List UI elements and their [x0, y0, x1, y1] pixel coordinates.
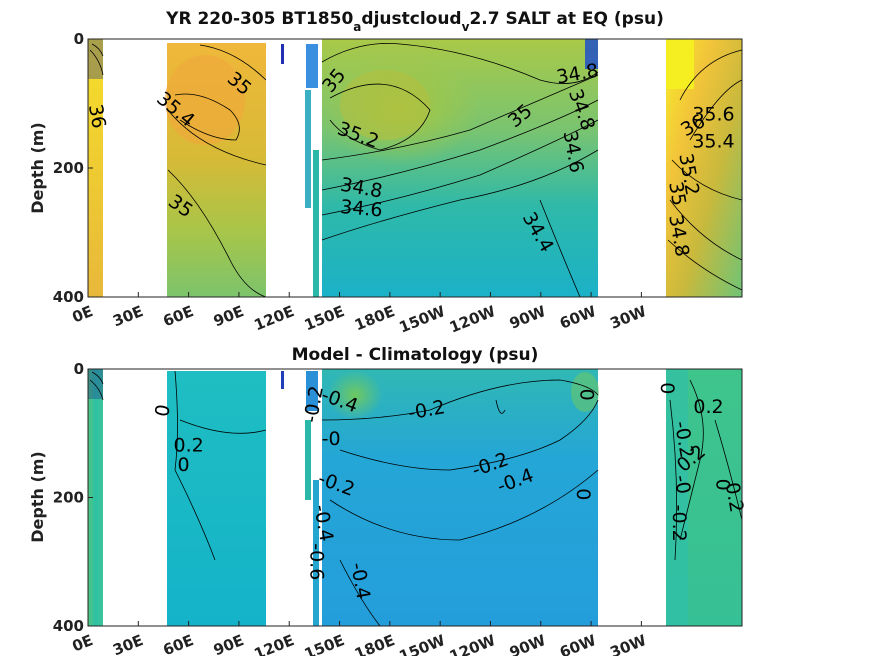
bottom-contour-label: 0 — [151, 403, 175, 419]
top-x-tick-label: 90E — [211, 302, 247, 330]
top-x-tick-label: 90W — [507, 302, 549, 333]
top-x-tick-label: 120W — [447, 302, 499, 337]
top-y-tick-label: 200 — [53, 159, 84, 177]
bottom-contour-label: 0 — [711, 479, 733, 491]
bottom-contour-label: 0 — [576, 389, 598, 401]
bottom-y-tick-label: 400 — [53, 617, 84, 635]
bottom-contour-labels: 00.20-0.2-0.4-0-0.2-0.4-0.6 -0.4-0.2-0.2-… — [151, 382, 747, 601]
top-panel: YR 220-305 BT1850adjustcloudv2.7 SALT at… — [28, 9, 743, 337]
top-contour-label: 35.6 — [692, 104, 734, 126]
top-heatmap-field — [88, 39, 742, 297]
bottom-x-tick-label: 90W — [507, 631, 549, 656]
bottom-panel: Model - Climatology (psu) — [28, 345, 748, 656]
bottom-panel-title: Model - Climatology (psu) — [292, 345, 539, 365]
top-x-tick-label: 150E — [302, 302, 347, 334]
bottom-heatmap-field — [88, 369, 742, 626]
top-x-tick-label: 180E — [352, 302, 397, 334]
top-contour-label: 35.4 — [692, 131, 734, 153]
bottom-x-tick-label: 150E — [302, 631, 347, 656]
top-x-tick-label: 120E — [251, 302, 296, 334]
top-x-tick-label: 150W — [397, 302, 449, 337]
top-contour-label: 34.6 — [339, 196, 383, 222]
top-x-tick-label: 30W — [607, 302, 649, 333]
bottom-y-tick-label: 200 — [53, 489, 84, 507]
top-x-tick-label: 60E — [161, 302, 197, 330]
bottom-x-tick-label: 30W — [607, 631, 649, 656]
bottom-y-axis-label: Depth (m) — [28, 451, 47, 543]
bottom-x-tick-label: 120E — [251, 631, 296, 656]
bottom-contour-label: -0.2 — [668, 505, 690, 542]
bottom-x-tick-label: 120W — [447, 631, 499, 656]
bottom-contour-lines — [89, 370, 743, 627]
bottom-x-tick-label: 30E — [110, 631, 146, 656]
bottom-contour-label: -0 — [670, 473, 695, 495]
top-x-axis: 0E 30E 60E 90E 120E 150E 180E 150W 120W 90W 60W 30W — [70, 292, 649, 337]
top-y-axis: 0 200 400 — [53, 30, 93, 306]
bottom-x-tick-label: 90E — [211, 631, 247, 656]
bottom-contour-label: 0.2 — [721, 481, 748, 515]
bottom-contour-label: 0 — [572, 488, 594, 500]
bottom-contour-label: 0 — [178, 454, 190, 476]
bottom-x-tick-label: 150W — [397, 631, 449, 656]
bottom-contour-label: 0.2 — [174, 435, 204, 457]
bottom-x-tick-label: 60W — [557, 631, 599, 656]
top-y-tick-label: 0 — [74, 30, 84, 48]
bottom-contour-label: 0.2 — [693, 396, 723, 418]
bottom-contour-label: -0 — [322, 428, 341, 450]
top-y-axis-label: Depth (m) — [28, 122, 47, 214]
top-y-tick-label: 400 — [53, 288, 84, 306]
top-panel-title: YR 220-305 BT1850adjustcloudv2.7 SALT at… — [165, 9, 664, 34]
bottom-x-tick-label: 180E — [352, 631, 397, 656]
top-x-tick-label: 30E — [110, 302, 146, 330]
bottom-y-axis: 0 200 400 — [53, 360, 93, 635]
bottom-y-tick-label: 0 — [74, 360, 84, 378]
top-contour-lines — [89, 43, 743, 298]
bottom-contour-label: 0 — [656, 382, 678, 394]
top-contour-label: 35 — [664, 180, 690, 208]
bottom-contour-label: -0.6 — [306, 543, 328, 580]
bottom-x-tick-label: 60E — [161, 631, 197, 656]
top-x-tick-label: 60W — [557, 302, 599, 333]
